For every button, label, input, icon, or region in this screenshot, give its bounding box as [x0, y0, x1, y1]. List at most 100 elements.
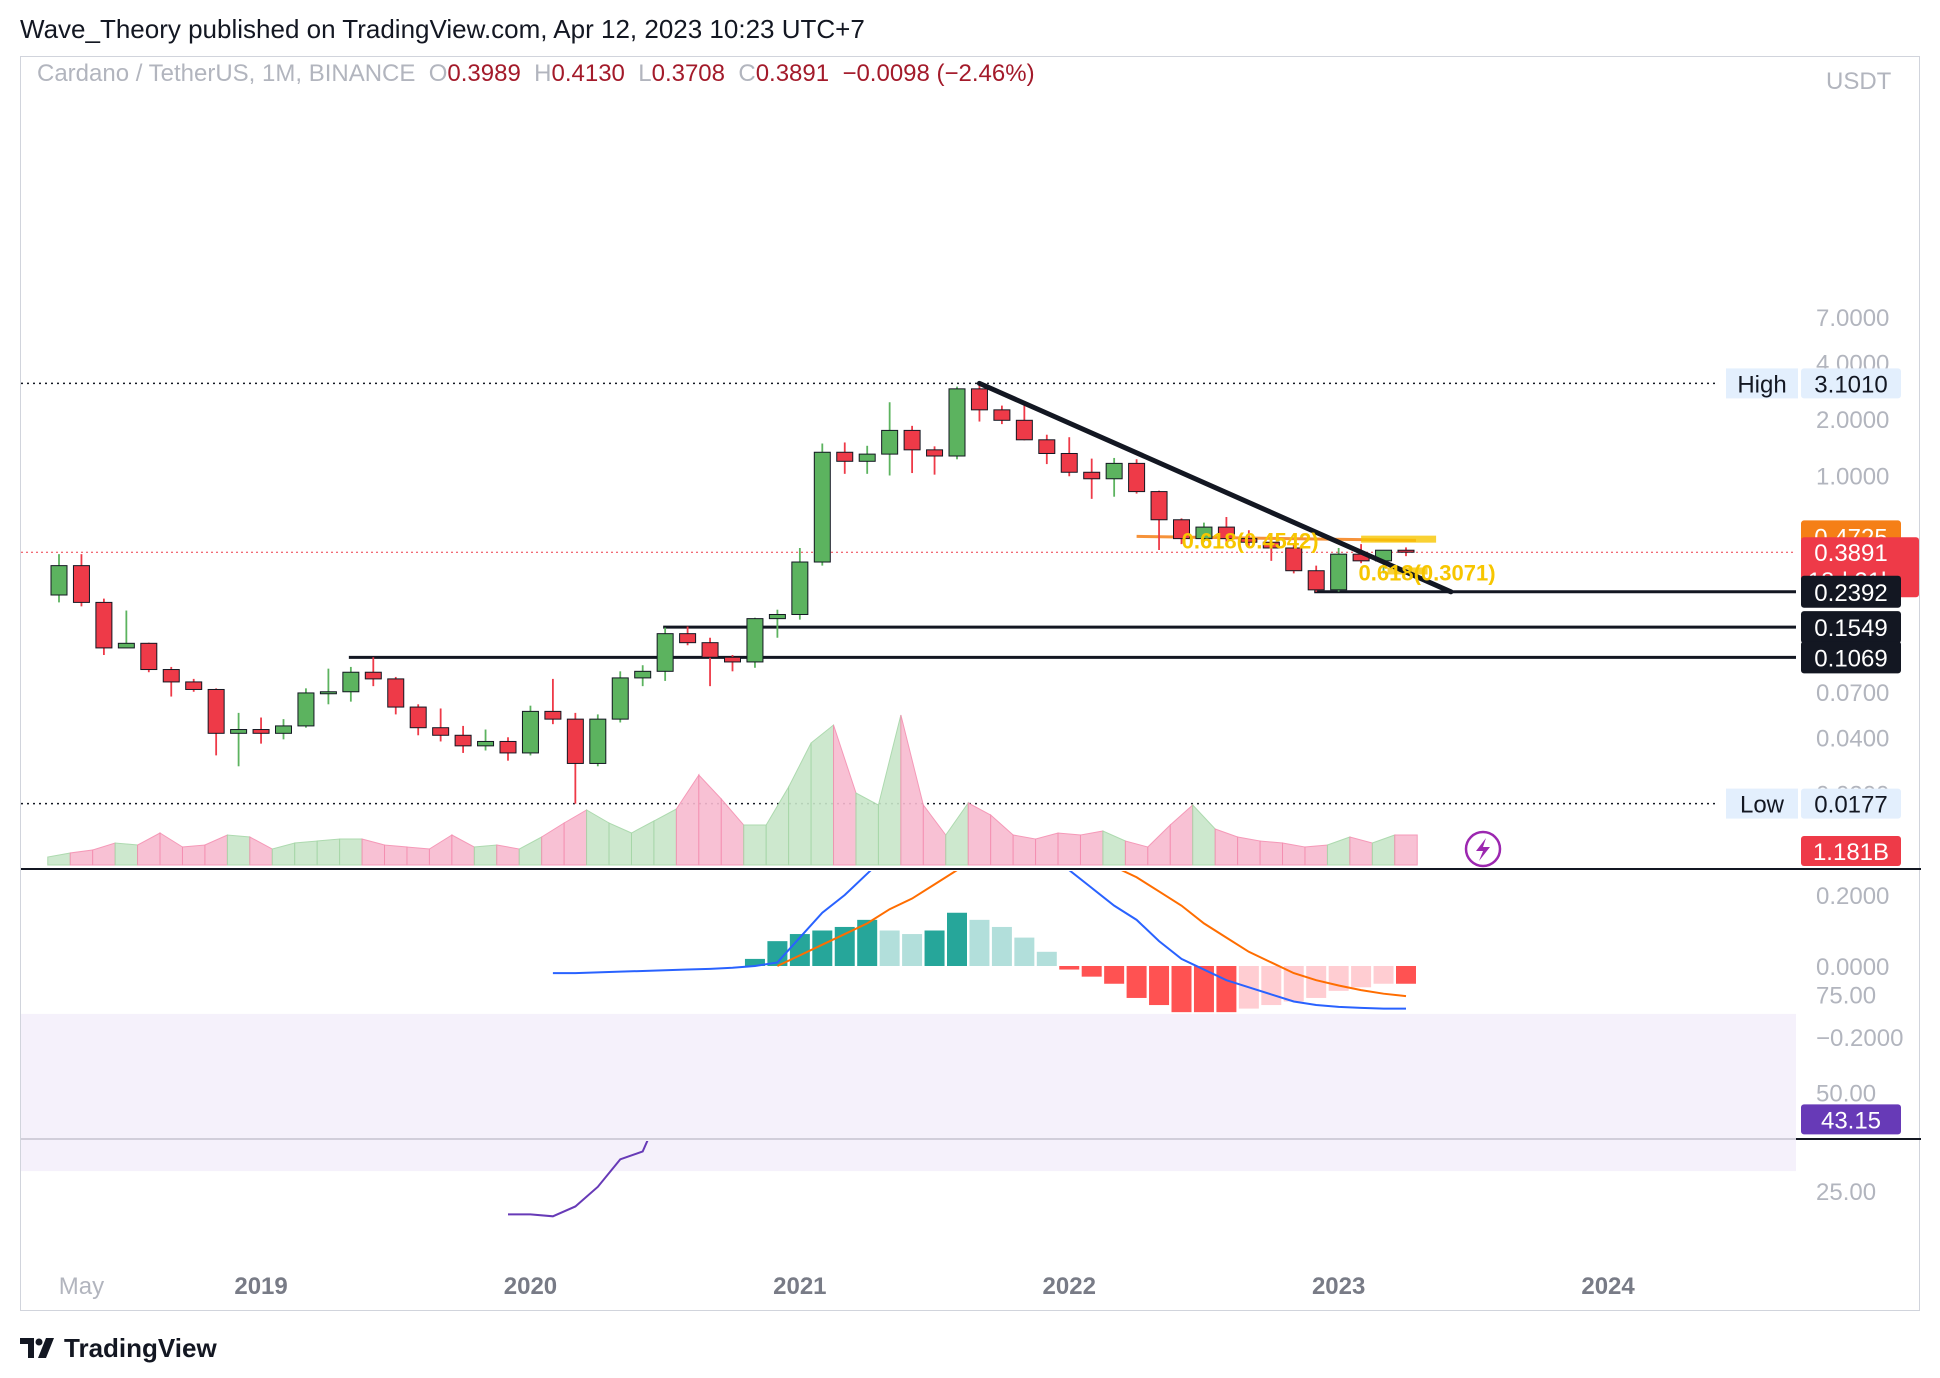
candle-body[interactable] — [1083, 471, 1101, 480]
rsi-axis-tick: 75.00 — [1816, 982, 1876, 1009]
candle-body[interactable] — [970, 388, 988, 411]
volume-area — [1102, 830, 1126, 866]
candle-body[interactable] — [387, 678, 405, 708]
candle-body[interactable] — [252, 729, 270, 734]
candle-body[interactable] — [50, 565, 68, 596]
candle-body[interactable] — [1240, 538, 1258, 543]
volume-area — [788, 742, 812, 866]
volume-area — [92, 842, 116, 866]
candle-body[interactable] — [724, 656, 741, 663]
candle-body[interactable] — [544, 710, 562, 720]
legend-o-value: 0.3989 — [447, 60, 520, 87]
candle-body[interactable] — [566, 718, 584, 764]
descending-trendline[interactable] — [976, 380, 1454, 595]
candle-body[interactable] — [95, 601, 113, 649]
candle-body[interactable] — [230, 729, 248, 734]
tradingview-footer[interactable]: TradingView — [20, 1330, 217, 1366]
chart-canvas[interactable]: 0.618(0.4542)0.618(0.3071)7.00004.00002.… — [21, 57, 1921, 1312]
macd-histogram-bar — [947, 912, 967, 966]
candle-body[interactable] — [72, 565, 90, 603]
volume-area — [181, 844, 206, 866]
candle-body[interactable] — [611, 677, 629, 720]
low-tag-label: Low — [1740, 792, 1785, 819]
candle-body[interactable] — [432, 727, 450, 736]
volume-area — [204, 834, 228, 866]
candle-body[interactable] — [1285, 547, 1303, 572]
symbol-legend[interactable]: Cardano / TetherUS, 1M, BINANCE O0.3989 … — [37, 60, 1035, 87]
candle-body[interactable] — [1307, 570, 1325, 591]
candle-body[interactable] — [185, 681, 203, 690]
candle-body[interactable] — [993, 409, 1011, 421]
candle-body[interactable] — [948, 388, 966, 457]
support-level-tag-bg — [1801, 575, 1901, 608]
legend-spacer — [521, 60, 534, 87]
high-value: 3.1010 — [1814, 371, 1887, 398]
macd-histogram-bar — [1059, 966, 1080, 970]
candle-body[interactable] — [1173, 519, 1190, 540]
legend-spacer — [415, 60, 428, 87]
candle-body[interactable] — [521, 710, 539, 754]
publisher-line: Wave_Theory published on TradingView.com… — [20, 14, 865, 44]
candle-body[interactable] — [499, 740, 517, 754]
candle-body[interactable] — [1330, 553, 1348, 591]
volume-area — [1259, 840, 1284, 866]
lightning-icon[interactable] — [1464, 830, 1502, 868]
candle-body[interactable] — [1217, 526, 1235, 540]
legend-change: −0.0098 (−2.46%) — [842, 60, 1034, 87]
candle-body[interactable] — [881, 429, 899, 455]
candle-body[interactable] — [836, 451, 854, 462]
candle-body[interactable] — [117, 642, 135, 649]
candle-body[interactable] — [1195, 526, 1213, 540]
candle-body[interactable] — [162, 669, 180, 683]
macd-histogram-bar — [1261, 966, 1282, 1006]
volume-area — [1326, 836, 1351, 866]
candle-body[interactable] — [1262, 541, 1280, 549]
candle-body[interactable] — [275, 725, 292, 734]
legend-l-label: L — [638, 60, 651, 87]
candle-body[interactable] — [1150, 491, 1168, 521]
tradingview-logo-icon — [20, 1338, 54, 1358]
candle-body[interactable] — [701, 642, 719, 658]
candle-body[interactable] — [656, 633, 674, 672]
candle-body[interactable] — [1038, 439, 1056, 454]
legend-o-label: O — [429, 60, 448, 87]
macd-histogram-bar — [1306, 966, 1327, 998]
candle-body[interactable] — [1105, 462, 1123, 480]
legend-symbol: Cardano / TetherUS, 1M, BINANCE — [37, 60, 415, 87]
fib-label-upper: 0.618(0.4542) — [1182, 529, 1319, 554]
candle-body[interactable] — [634, 670, 652, 679]
volume-area — [114, 842, 139, 866]
macd-axis-tick: −0.2000 — [1816, 1025, 1903, 1052]
candle-body[interactable] — [1397, 549, 1415, 553]
candle-body[interactable] — [768, 613, 786, 620]
candle-body[interactable] — [364, 671, 382, 680]
candle-body[interactable] — [454, 734, 472, 747]
candle-body[interactable] — [903, 429, 921, 451]
candle-body[interactable] — [589, 718, 607, 764]
price-axis-tick: 7.0000 — [1816, 305, 1889, 332]
candle-body[interactable] — [858, 453, 876, 462]
support-level-tag-bg — [1801, 641, 1901, 674]
volume-area — [653, 808, 677, 866]
candle-body[interactable] — [342, 671, 360, 693]
price-axis-unit: USDT — [1826, 68, 1892, 95]
candle-body[interactable] — [319, 691, 337, 695]
candle-body[interactable] — [746, 618, 764, 663]
candle-body[interactable] — [679, 633, 697, 644]
candle-body[interactable] — [477, 740, 495, 747]
volume-area — [1192, 803, 1216, 866]
macd-histogram-bar — [767, 941, 788, 966]
candle-body[interactable] — [297, 692, 315, 727]
candle-body[interactable] — [791, 561, 809, 615]
support-level-tag: 0.1069 — [1814, 645, 1887, 672]
volume-area — [1124, 840, 1149, 866]
candle-body[interactable] — [926, 449, 944, 457]
candle-body[interactable] — [813, 451, 831, 563]
candle-body[interactable] — [207, 688, 225, 734]
candle-body[interactable] — [1128, 462, 1146, 493]
candle-body[interactable] — [1060, 452, 1078, 473]
candle-body[interactable] — [409, 706, 427, 729]
candle-body[interactable] — [1015, 419, 1033, 441]
candle-body[interactable] — [140, 642, 158, 671]
macd-histogram-bar — [1216, 966, 1237, 1013]
